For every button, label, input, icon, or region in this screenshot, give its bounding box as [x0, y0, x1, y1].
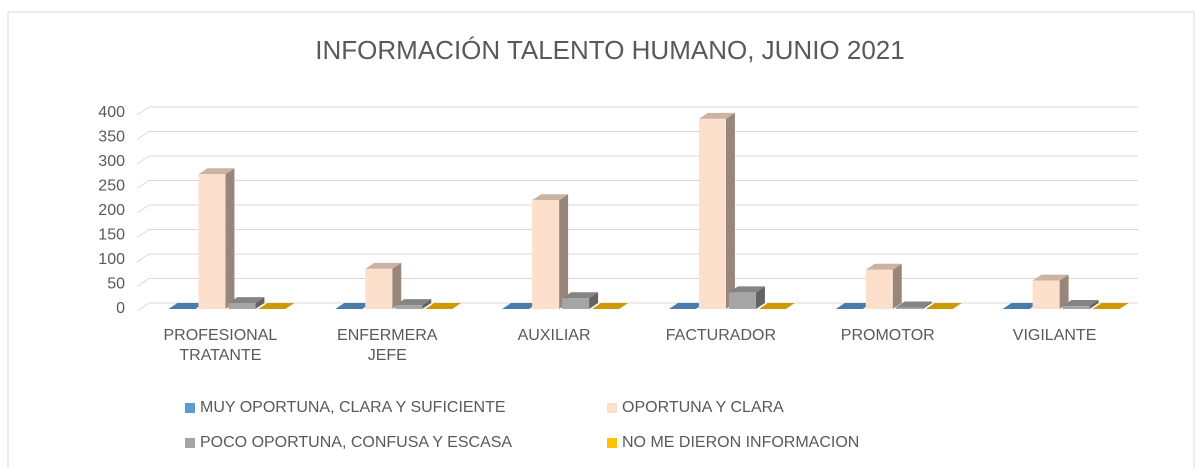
legend-swatch — [185, 438, 195, 448]
bar-top — [1062, 300, 1099, 307]
legend-label: MUY OPORTUNA, CLARA Y SUFICIENTE — [200, 399, 506, 416]
bar-top — [502, 303, 539, 309]
x-tick-label: PROFESIONAL TRATANTE — [163, 327, 278, 364]
grid-line-side — [136, 302, 150, 312]
bar-top — [1092, 303, 1129, 309]
bar-side — [892, 263, 902, 309]
x-tick-label: AUXILIAR — [517, 327, 591, 344]
bar — [228, 303, 256, 309]
bar-top — [258, 303, 295, 309]
bar — [395, 305, 423, 309]
bar — [698, 118, 726, 309]
y-tick-label: 250 — [98, 178, 125, 195]
bar-side — [589, 292, 599, 309]
grid-line-side — [136, 229, 150, 238]
bar-top — [365, 262, 402, 269]
x-tick-label: FACTURADOR — [665, 327, 777, 344]
y-tick-label: 350 — [98, 129, 125, 146]
grid-line-side — [136, 106, 150, 116]
x-tick-label: VIGILANTE — [1012, 327, 1097, 344]
bar-top — [1032, 274, 1069, 281]
y-tick-label: 100 — [98, 251, 125, 268]
bar-top — [698, 112, 735, 119]
bar-side — [922, 301, 932, 309]
bar-top — [198, 168, 235, 175]
chart-frame — [7, 11, 1195, 468]
bar — [532, 200, 560, 309]
bar-top — [228, 297, 265, 304]
bar-top — [895, 301, 932, 308]
bar — [365, 268, 393, 309]
bar-top — [532, 194, 569, 201]
bar-side — [559, 194, 569, 309]
bar — [1062, 306, 1090, 309]
bar-top — [335, 303, 372, 309]
bar — [865, 269, 893, 309]
bar — [198, 174, 226, 309]
grid-line-side — [136, 180, 150, 189]
y-tick-label: 50 — [107, 276, 125, 293]
legend-swatch — [607, 438, 617, 448]
bar-top — [865, 263, 902, 270]
bar-side — [255, 297, 265, 309]
bar — [728, 292, 756, 309]
y-tick-label: 300 — [98, 153, 125, 170]
grid-line-side — [136, 155, 150, 165]
x-tick-label: PROMOTOR — [840, 327, 935, 344]
bar-side — [392, 262, 402, 309]
bar — [1032, 280, 1060, 309]
y-tick-label: 400 — [98, 104, 125, 121]
bar-top — [668, 303, 705, 309]
bar-top — [562, 292, 599, 299]
bar-top — [925, 303, 962, 309]
y-tick-label: 200 — [98, 202, 125, 219]
bar-top — [835, 303, 872, 309]
grid-line-side — [136, 278, 150, 287]
legend-swatch — [185, 403, 195, 413]
grid-line-side — [136, 131, 150, 140]
bar — [895, 307, 923, 309]
bar-top — [758, 303, 795, 309]
bar-side — [422, 299, 432, 309]
bar-side — [1089, 300, 1099, 309]
bar-side — [1059, 274, 1069, 309]
grid-line-side — [136, 253, 150, 263]
legend-label: NO ME DIERON INFORMACION — [622, 434, 859, 451]
x-tick-label: ENFERMERA JEFE — [337, 327, 438, 364]
bar-top — [1002, 303, 1039, 309]
bar-side — [225, 168, 235, 309]
legend-label: OPORTUNA Y CLARA — [622, 399, 784, 416]
bar — [562, 298, 590, 309]
bar-side — [755, 286, 765, 309]
bar-top — [168, 303, 205, 309]
bar-top — [395, 299, 432, 306]
bar-top — [425, 303, 462, 309]
grid-line-side — [136, 204, 150, 214]
chart-title: INFORMACIÓN TALENTO HUMANO, JUNIO 2021 — [315, 35, 904, 65]
bar-side — [725, 112, 735, 309]
bar-top — [728, 286, 765, 293]
bar-top — [592, 303, 629, 309]
y-tick-label: 150 — [98, 227, 125, 244]
legend-label: POCO OPORTUNA, CONFUSA Y ESCASA — [200, 434, 512, 451]
y-tick-label: 0 — [116, 300, 125, 317]
legend-swatch — [607, 403, 617, 413]
